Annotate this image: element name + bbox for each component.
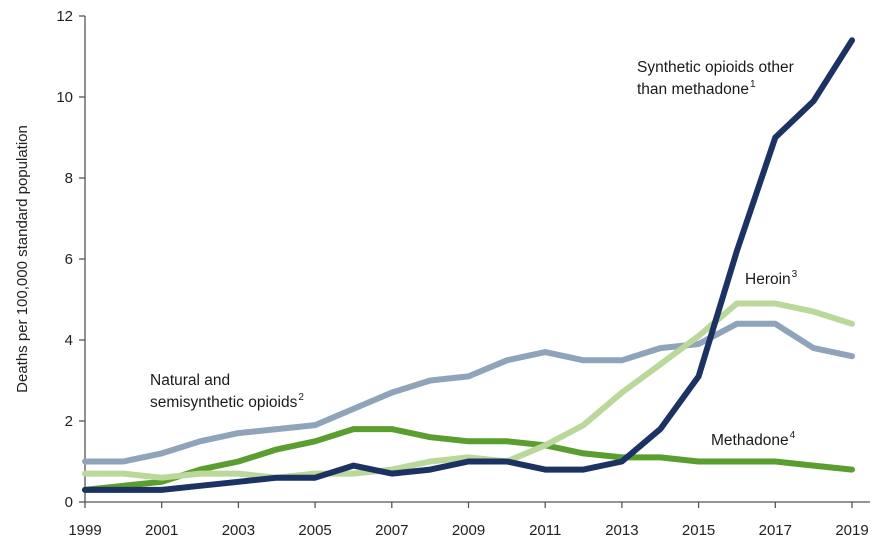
y-tick-label: 0 [65,494,73,511]
x-tick-label: 2013 [605,522,638,539]
x-tick-label: 2001 [145,522,178,539]
label-heroin: Heroin3 [745,269,798,288]
series-line-heroin [82,300,855,481]
footnote-marker: 1 [750,79,756,90]
x-tick-label: 1999 [68,522,101,539]
series-line-synthetic [82,37,855,493]
label-text: Heroin [745,271,791,288]
series-line-natural [82,320,855,465]
y-axis-label: Deaths per 100,000 standard population [14,125,31,393]
footnote-marker: 4 [790,430,796,441]
y-ticks: 0 2 4 6 8 10 12 [56,8,85,511]
label-synthetic-line: Synthetic opioids other [637,59,794,76]
y-tick-label: 12 [56,8,73,25]
y-tick-label: 2 [65,413,73,430]
series-line-methadone [82,426,855,493]
label-text: Methadone [711,432,789,449]
footnote-marker: 3 [792,269,798,280]
label-methadone-line: Methadone4 [711,430,796,449]
x-tick-label: 2011 [529,522,561,539]
x-tick-label: 2003 [222,522,255,539]
x-tick-label: 2009 [452,522,485,539]
label-text: than methadone [637,81,749,98]
x-tick-label: 2007 [375,522,408,539]
label-text: semisynthetic opioids [150,394,298,411]
annotations: Natural and semisynthetic opioids2 Methado… [150,59,798,449]
x-ticks: 1999 2001 2003 2005 2007 2009 2011 2013 2015 2017… [68,502,869,539]
label-natural-line: Natural and [150,372,230,389]
label-natural-line: semisynthetic opioids2 [150,392,304,411]
label-text: Natural and [150,372,230,389]
label-synthetic: Synthetic opioids other than methadone1 [637,59,794,98]
y-tick-label: 4 [65,332,73,349]
y-tick-label: 6 [65,251,73,268]
label-heroin-line: Heroin3 [745,269,798,288]
x-tick-label: 2017 [759,522,792,539]
series-lines [82,37,855,493]
footnote-marker: 2 [298,392,304,403]
x-tick-label: 2005 [298,522,331,539]
y-tick-label: 10 [56,89,73,106]
x-tick-label: 2019 [835,522,868,539]
x-tick-label: 2015 [682,522,715,539]
label-synthetic-line: than methadone1 [637,79,756,98]
y-tick-label: 8 [65,170,73,187]
label-text: Synthetic opioids other [637,59,794,76]
label-methadone: Methadone4 [711,430,796,449]
label-natural: Natural and semisynthetic opioids2 [150,372,304,411]
